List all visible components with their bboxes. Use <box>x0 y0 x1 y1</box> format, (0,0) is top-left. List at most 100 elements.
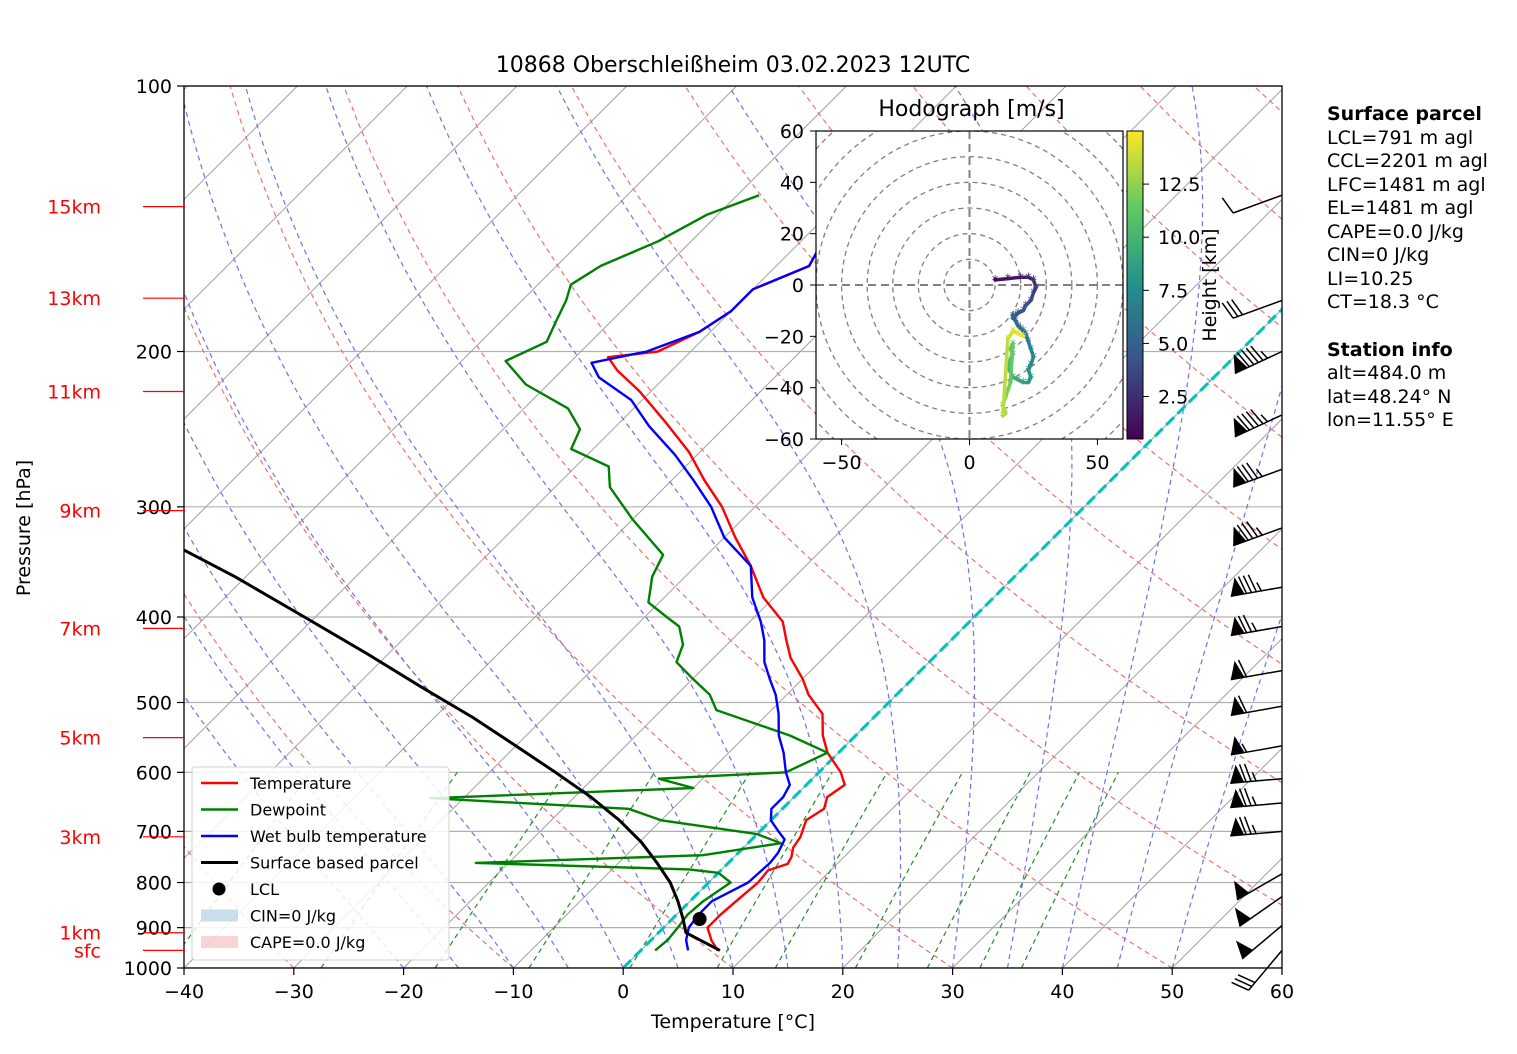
wind-barb <box>1230 735 1283 756</box>
y-tick-label: 500 <box>136 692 172 714</box>
hodograph-ring <box>892 207 1047 363</box>
y-tick-label: 100 <box>136 76 172 98</box>
legend: Temperature Dewpoint Wet bulb temperature S… <box>191 766 450 961</box>
info-panel: Surface parcel LCL=791 m agl CCL=2201 m … <box>1327 103 1488 433</box>
moist-adiabat <box>184 100 679 968</box>
wind-barb <box>1233 409 1283 438</box>
legend-label: CIN=0 J/kg <box>250 907 336 926</box>
hodograph-x-tick-label: 50 <box>1085 452 1109 474</box>
moist-adiabat <box>556 86 902 968</box>
wind-barb <box>1230 614 1283 637</box>
hodograph-colorbar <box>1126 130 1144 440</box>
legend-label: Surface based parcel <box>250 854 419 873</box>
height-label: 7km <box>59 618 101 640</box>
colorbar-tick-label: 5.0 <box>1158 333 1188 355</box>
isotherm-line <box>184 86 847 750</box>
surface-parcel-ccl: CCL=2201 m agl <box>1327 150 1488 172</box>
x-axis-label: Temperature [°C] <box>650 1011 815 1033</box>
isotherm-line <box>184 86 518 420</box>
hodograph: ****************************************… <box>764 97 1221 474</box>
isotherm-line <box>184 86 628 530</box>
moist-adiabat <box>1061 86 1204 968</box>
height-label: 13km <box>47 288 101 310</box>
wind-barb <box>1233 345 1283 375</box>
wind-barb <box>1234 873 1283 901</box>
isotherm-line <box>952 637 1282 968</box>
y-tick-label: 400 <box>136 607 172 629</box>
hodograph-segment <box>993 276 1010 282</box>
x-tick-label: −40 <box>164 981 204 1003</box>
colorbar-tick-label: 12.5 <box>1158 174 1200 196</box>
hodograph-ring <box>917 233 1022 337</box>
surface-parcel-header: Surface parcel <box>1327 103 1482 125</box>
mixing-ratio-line <box>434 771 567 968</box>
y-axis-label: Pressure [hPa] <box>13 460 35 596</box>
x-tick-label: 10 <box>721 981 745 1003</box>
legend-label: CAPE=0.0 J/kg <box>250 933 365 952</box>
station-lon: lon=11.55° E <box>1327 409 1454 431</box>
hodograph-segment <box>1001 337 1010 418</box>
info-spacer <box>1327 315 1488 339</box>
hodograph-ring <box>866 181 1073 389</box>
dry-adiabat <box>229 86 953 968</box>
mixing-ratio-line <box>1020 772 1119 968</box>
moist-adiabat <box>184 290 624 968</box>
mixing-ratio-line <box>528 771 656 968</box>
hodograph-segment <box>1008 342 1015 385</box>
wind-barb <box>1230 695 1283 717</box>
wind-barb <box>1230 763 1283 784</box>
hodograph-title: Hodograph [m/s] <box>878 97 1064 122</box>
x-tick-label: 50 <box>1160 981 1184 1003</box>
mixing-ratio-line <box>629 771 751 968</box>
station-alt: alt=484.0 m <box>1327 362 1447 384</box>
x-tick-label: 40 <box>1050 981 1074 1003</box>
wetbulb-line <box>590 194 903 951</box>
surface-parcel-cape: CAPE=0.0 J/kg <box>1327 220 1464 243</box>
dewpoint-line <box>429 194 829 952</box>
hodograph-ring <box>943 258 996 312</box>
legend-label: LCL <box>250 880 279 899</box>
dry-adiabat <box>184 305 734 968</box>
wind-barb <box>1230 574 1283 597</box>
isotherm-line <box>1062 747 1282 968</box>
moist-adiabat <box>184 421 569 968</box>
wind-barb <box>1230 787 1283 809</box>
mixing-ratio-line <box>979 772 1081 968</box>
x-tick-label: −20 <box>384 981 424 1003</box>
hodograph-ring <box>840 156 1099 414</box>
moist-adiabat <box>1116 384 1282 968</box>
dry-adiabat <box>343 86 1173 968</box>
height-label: 9km <box>59 501 101 523</box>
surface-parcel-cin: CIN=0 J/kg <box>1327 244 1430 266</box>
mixing-ratio-line <box>854 772 964 968</box>
height-label: sfc <box>74 940 101 962</box>
colorbar-tick-label: 7.5 <box>1158 280 1188 302</box>
x-tick-label: −30 <box>274 981 314 1003</box>
y-tick-label: 600 <box>136 762 172 784</box>
hodograph-x-tick-label: 0 <box>963 452 975 474</box>
profile-lines <box>184 194 903 952</box>
wind-barbs <box>1221 194 1283 991</box>
legend-label: Dewpoint <box>250 801 326 820</box>
legend-label: Temperature <box>249 774 351 793</box>
surface-parcel-el: EL=1481 m agl <box>1327 197 1474 219</box>
surface-parcel-ct: CT=18.3 °C <box>1327 291 1439 313</box>
wind-barb <box>1235 924 1283 960</box>
height-label: 11km <box>47 381 101 403</box>
legend-label: Wet bulb temperature <box>250 827 427 846</box>
axis-ticks: −40 −30 −20 −10 0 10 20 30 40 50 60100200300400500… <box>47 76 1294 1003</box>
isotherm-line <box>732 418 1282 968</box>
isotherm-line <box>842 528 1282 968</box>
surface-parcel-lfc: LFC=1481 m agl <box>1327 173 1486 196</box>
x-tick-label: 60 <box>1270 981 1294 1003</box>
wind-barb <box>1221 299 1283 319</box>
x-tick-label: 20 <box>831 981 855 1003</box>
chart-title: 10868 Oberschleißheim 03.02.2023 12UTC <box>496 53 971 78</box>
height-label: 1km <box>59 923 101 945</box>
station-info-header: Station info <box>1327 338 1453 361</box>
colorbar-label: Height [km] <box>1199 228 1221 341</box>
hodograph-y-tick-label: −40 <box>764 378 804 400</box>
hodograph-y-tick-label: 20 <box>780 224 804 246</box>
mixing-ratio-line <box>716 771 833 968</box>
